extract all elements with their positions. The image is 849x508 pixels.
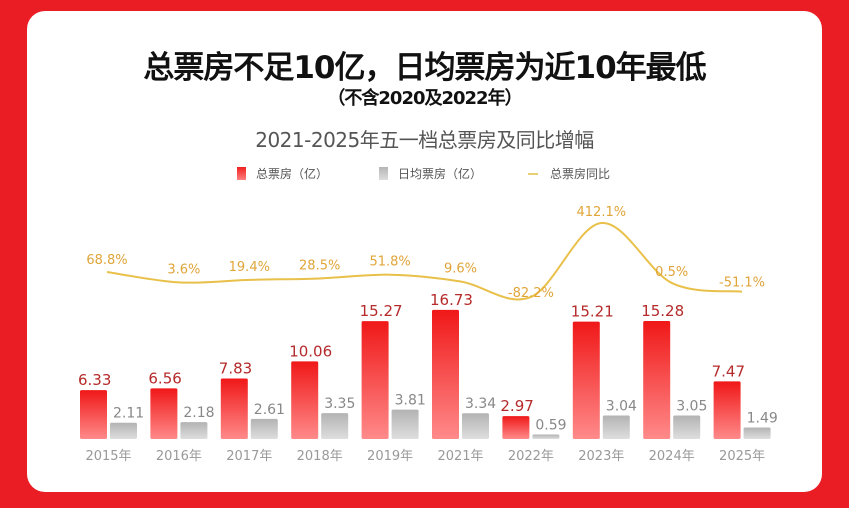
bar-daily-box-office[interactable] <box>743 427 771 439</box>
bar-daily-box-office[interactable] <box>250 418 278 439</box>
yoy-label: 51.8% <box>369 255 410 270</box>
legend-swatch-line <box>528 172 538 175</box>
bar-label-daily: 3.05 <box>676 398 707 414</box>
headline: 总票房不足10亿，日均票房为近10年最低 <box>143 50 706 86</box>
bar-total-box-office[interactable] <box>713 381 741 439</box>
x-axis-label: 2024年 <box>649 449 695 464</box>
bar-label-total: 15.21 <box>571 303 614 321</box>
bar-daily-box-office[interactable] <box>532 434 560 439</box>
bar-label-daily: 2.18 <box>183 405 214 421</box>
bar-label-daily: 3.81 <box>395 393 426 409</box>
yoy-label: 19.4% <box>229 260 270 275</box>
bar-label-daily: 3.35 <box>324 396 355 412</box>
bar-label-total: 7.83 <box>219 360 252 378</box>
legend-label: 日均票房（亿） <box>398 167 483 181</box>
x-axis-label: 2025年 <box>719 449 765 464</box>
bar-total-box-office[interactable] <box>220 378 248 439</box>
x-axis-label: 2017年 <box>226 449 272 464</box>
bar-label-daily: 1.49 <box>747 410 778 426</box>
bar-label-total: 6.56 <box>148 369 181 387</box>
bar-total-box-office[interactable] <box>361 321 389 439</box>
bar-daily-box-office[interactable] <box>602 415 630 439</box>
legend-item-total-box-office[interactable]: 总票房（亿） <box>237 165 328 182</box>
legend: 总票房（亿） 日均票房（亿） 总票房同比 <box>0 165 849 183</box>
bar-label-total: 16.73 <box>430 291 473 309</box>
x-axis-label: 2015年 <box>85 449 131 464</box>
yoy-label: -51.1% <box>719 276 765 291</box>
bar-label-daily: 3.34 <box>465 396 496 412</box>
bar-total-box-office[interactable] <box>150 388 178 439</box>
bar-label-total: 2.97 <box>500 397 533 415</box>
bar-total-box-office[interactable] <box>432 309 459 439</box>
x-axis-label: 2022年 <box>508 449 554 464</box>
bar-label-total: 15.27 <box>360 302 403 320</box>
bar-total-box-office[interactable] <box>643 321 671 439</box>
bar-label-total: 10.06 <box>289 342 332 360</box>
chart-title: 2021-2025年五一档总票房及同比增幅 <box>255 128 594 152</box>
bar-total-box-office[interactable] <box>572 321 600 439</box>
bar-label-total: 15.28 <box>641 302 684 320</box>
bar-label-daily: 2.11 <box>113 406 144 422</box>
yoy-line[interactable] <box>106 222 743 301</box>
yoy-label: 28.5% <box>299 258 340 273</box>
yoy-label: 9.6% <box>444 261 477 276</box>
legend-swatch-red <box>237 167 246 180</box>
legend-item-yoy[interactable]: 总票房同比 <box>528 165 610 182</box>
bar-daily-box-office[interactable] <box>110 422 137 439</box>
legend-label: 总票房同比 <box>550 167 611 181</box>
x-axis-label: 2018年 <box>297 449 343 464</box>
bar-label-daily: 0.59 <box>535 417 566 433</box>
x-axis-label: 2016年 <box>156 449 202 464</box>
yoy-label: 0.5% <box>655 265 688 280</box>
yoy-label: 412.1% <box>577 205 627 220</box>
legend-label: 总票房（亿） <box>256 167 329 181</box>
yoy-label: -82.2% <box>508 286 554 301</box>
legend-swatch-gray <box>379 167 388 180</box>
bar-daily-box-office[interactable] <box>462 413 489 439</box>
bar-daily-box-office[interactable] <box>180 422 208 439</box>
x-axis-label: 2019年 <box>367 449 413 464</box>
bar-label-total: 7.47 <box>712 362 745 380</box>
yoy-label: 68.8% <box>86 253 127 268</box>
bar-daily-box-office[interactable] <box>391 409 419 439</box>
bar-total-box-office[interactable] <box>291 361 319 439</box>
bar-daily-box-office[interactable] <box>673 415 701 439</box>
bar-label-daily: 3.04 <box>606 399 637 415</box>
bar-total-box-office[interactable] <box>80 390 107 439</box>
subheadline: （不含2020及2022年） <box>327 88 522 109</box>
bar-daily-box-office[interactable] <box>321 413 349 439</box>
legend-item-daily-box-office[interactable]: 日均票房（亿） <box>379 165 482 182</box>
x-axis-label: 2023年 <box>578 449 624 464</box>
bar-label-total: 6.33 <box>78 371 111 389</box>
x-axis-label: 2021年 <box>437 449 483 464</box>
yoy-label: 3.6% <box>167 262 200 277</box>
bar-label-daily: 2.61 <box>254 402 285 418</box>
bar-total-box-office[interactable] <box>502 416 530 439</box>
